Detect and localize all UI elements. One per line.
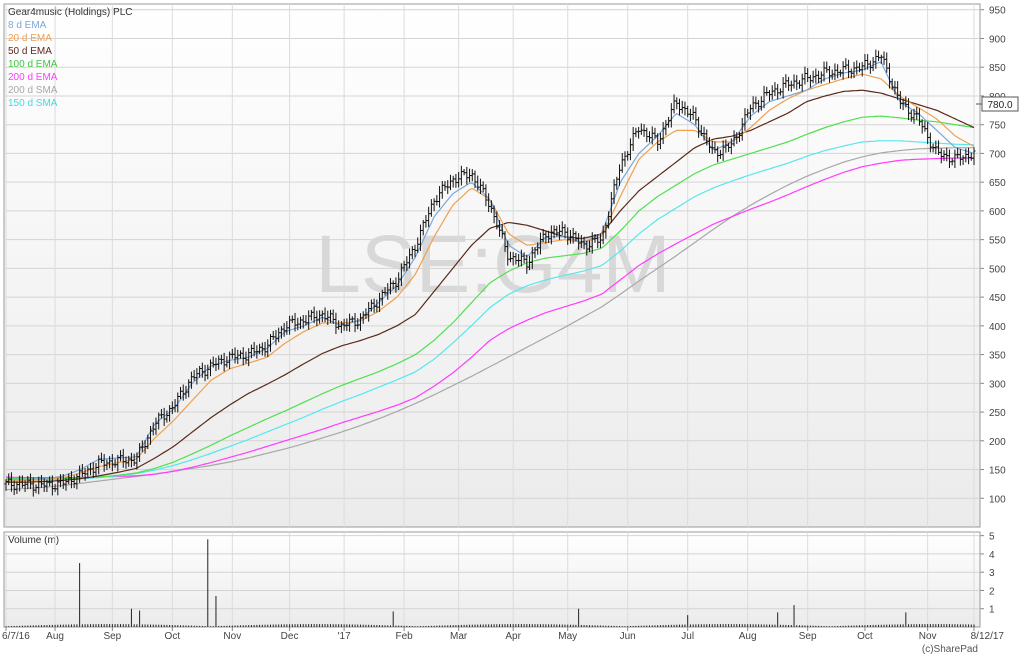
legend-20d-ema: 20 d EMA xyxy=(8,33,52,44)
price-y-tick-label: 150 xyxy=(989,466,1006,477)
price-plot-area xyxy=(3,3,981,528)
x-tick-label: Sep xyxy=(799,631,817,642)
x-tick-label: Dec xyxy=(281,631,299,642)
price-y-tick-label: 750 xyxy=(989,121,1006,132)
price-y-tick-label: 550 xyxy=(989,236,1006,247)
x-tick-label: Feb xyxy=(395,631,413,642)
x-axis: 6/7/16 Aug Sep Oct Nov Dec '17 Feb Mar Apr May Jun J… xyxy=(2,627,1004,642)
x-tick-label: Apr xyxy=(505,631,521,642)
x-tick-label: Mar xyxy=(450,631,468,642)
indicator-line-100-d-ema xyxy=(5,115,975,480)
price-gridlines xyxy=(4,4,980,527)
volume-panel: Volume (m) 1 2 3 4 5 xyxy=(3,531,995,628)
legend-200d-sma: 200 d SMA xyxy=(8,85,58,96)
volume-y-tick-label: 3 xyxy=(989,568,995,579)
volume-y-tick-label: 2 xyxy=(989,586,995,597)
legend: Gear4music (Holdings) PLC 8 d EMA 20 d E… xyxy=(8,7,133,109)
copyright-label: (c)SharePad xyxy=(922,644,978,655)
legend-200d-ema: 200 d EMA xyxy=(8,72,58,83)
x-tick-label: Jul xyxy=(681,631,694,642)
x-tick-label: Nov xyxy=(919,631,937,642)
price-bars xyxy=(4,49,976,497)
price-y-tick-label: 200 xyxy=(989,437,1006,448)
volume-gridlines xyxy=(4,532,980,627)
volume-y-tick-label: 1 xyxy=(989,605,995,616)
volume-y-axis: 1 2 3 4 5 xyxy=(980,532,995,616)
price-y-tick-label: 100 xyxy=(989,494,1006,505)
last-price-label: 780.0 xyxy=(987,100,1012,111)
price-y-tick-label: 300 xyxy=(989,379,1006,390)
volume-bars xyxy=(5,539,975,627)
price-panel: LSE:G4M 100 150 200 250 300 350 400 450 500 550 60… xyxy=(3,3,1019,528)
price-y-tick-label: 500 xyxy=(989,264,1006,275)
x-tick-label: 8/12/17 xyxy=(971,631,1005,642)
volume-y-tick-label: 4 xyxy=(989,550,995,561)
price-y-tick-label: 900 xyxy=(989,34,1006,45)
chart-title: Gear4music (Holdings) PLC xyxy=(8,7,133,18)
x-tick-label: Aug xyxy=(739,631,757,642)
legend-8d-ema: 8 d EMA xyxy=(8,20,47,31)
price-y-axis: 100 150 200 250 300 350 400 450 500 550 600 650 700 7… xyxy=(980,6,1006,505)
legend-100d-ema: 100 d EMA xyxy=(8,59,58,70)
price-y-tick-label: 950 xyxy=(989,6,1006,17)
price-y-tick-label: 850 xyxy=(989,63,1006,74)
x-tick-label: Oct xyxy=(857,631,873,642)
price-bar xyxy=(972,147,976,165)
x-tick-label: Oct xyxy=(165,631,181,642)
legend-50d-ema: 50 d EMA xyxy=(8,46,52,57)
indicator-lines xyxy=(5,61,975,491)
volume-plot-area xyxy=(3,531,981,628)
watermark: LSE:G4M xyxy=(315,219,670,310)
price-y-tick-label: 700 xyxy=(989,149,1006,160)
volume-title: Volume (m) xyxy=(8,535,59,546)
price-y-tick-label: 450 xyxy=(989,293,1006,304)
volume-y-tick-label: 5 xyxy=(989,532,995,543)
x-tick-label: Aug xyxy=(46,631,64,642)
price-y-tick-label: 600 xyxy=(989,207,1006,218)
x-tick-label: Nov xyxy=(223,631,241,642)
last-price-marker: 780.0 xyxy=(976,96,1019,112)
x-tick-label: Jun xyxy=(620,631,636,642)
price-y-tick-label: 400 xyxy=(989,322,1006,333)
indicator-line-150-d-sma xyxy=(6,140,975,481)
legend-150d-sma: 150 d SMA xyxy=(8,98,58,109)
indicator-line-200-d-ema xyxy=(5,157,974,479)
x-tick-label: '17 xyxy=(338,631,351,642)
x-tick-label: May xyxy=(558,631,577,642)
indicator-line-50-d-ema xyxy=(6,89,975,483)
x-tick-label: Sep xyxy=(103,631,121,642)
x-tick-label: 6/7/16 xyxy=(2,631,30,642)
price-y-tick-label: 350 xyxy=(989,351,1006,362)
price-y-tick-label: 650 xyxy=(989,178,1006,189)
price-y-tick-label: 250 xyxy=(989,408,1006,419)
